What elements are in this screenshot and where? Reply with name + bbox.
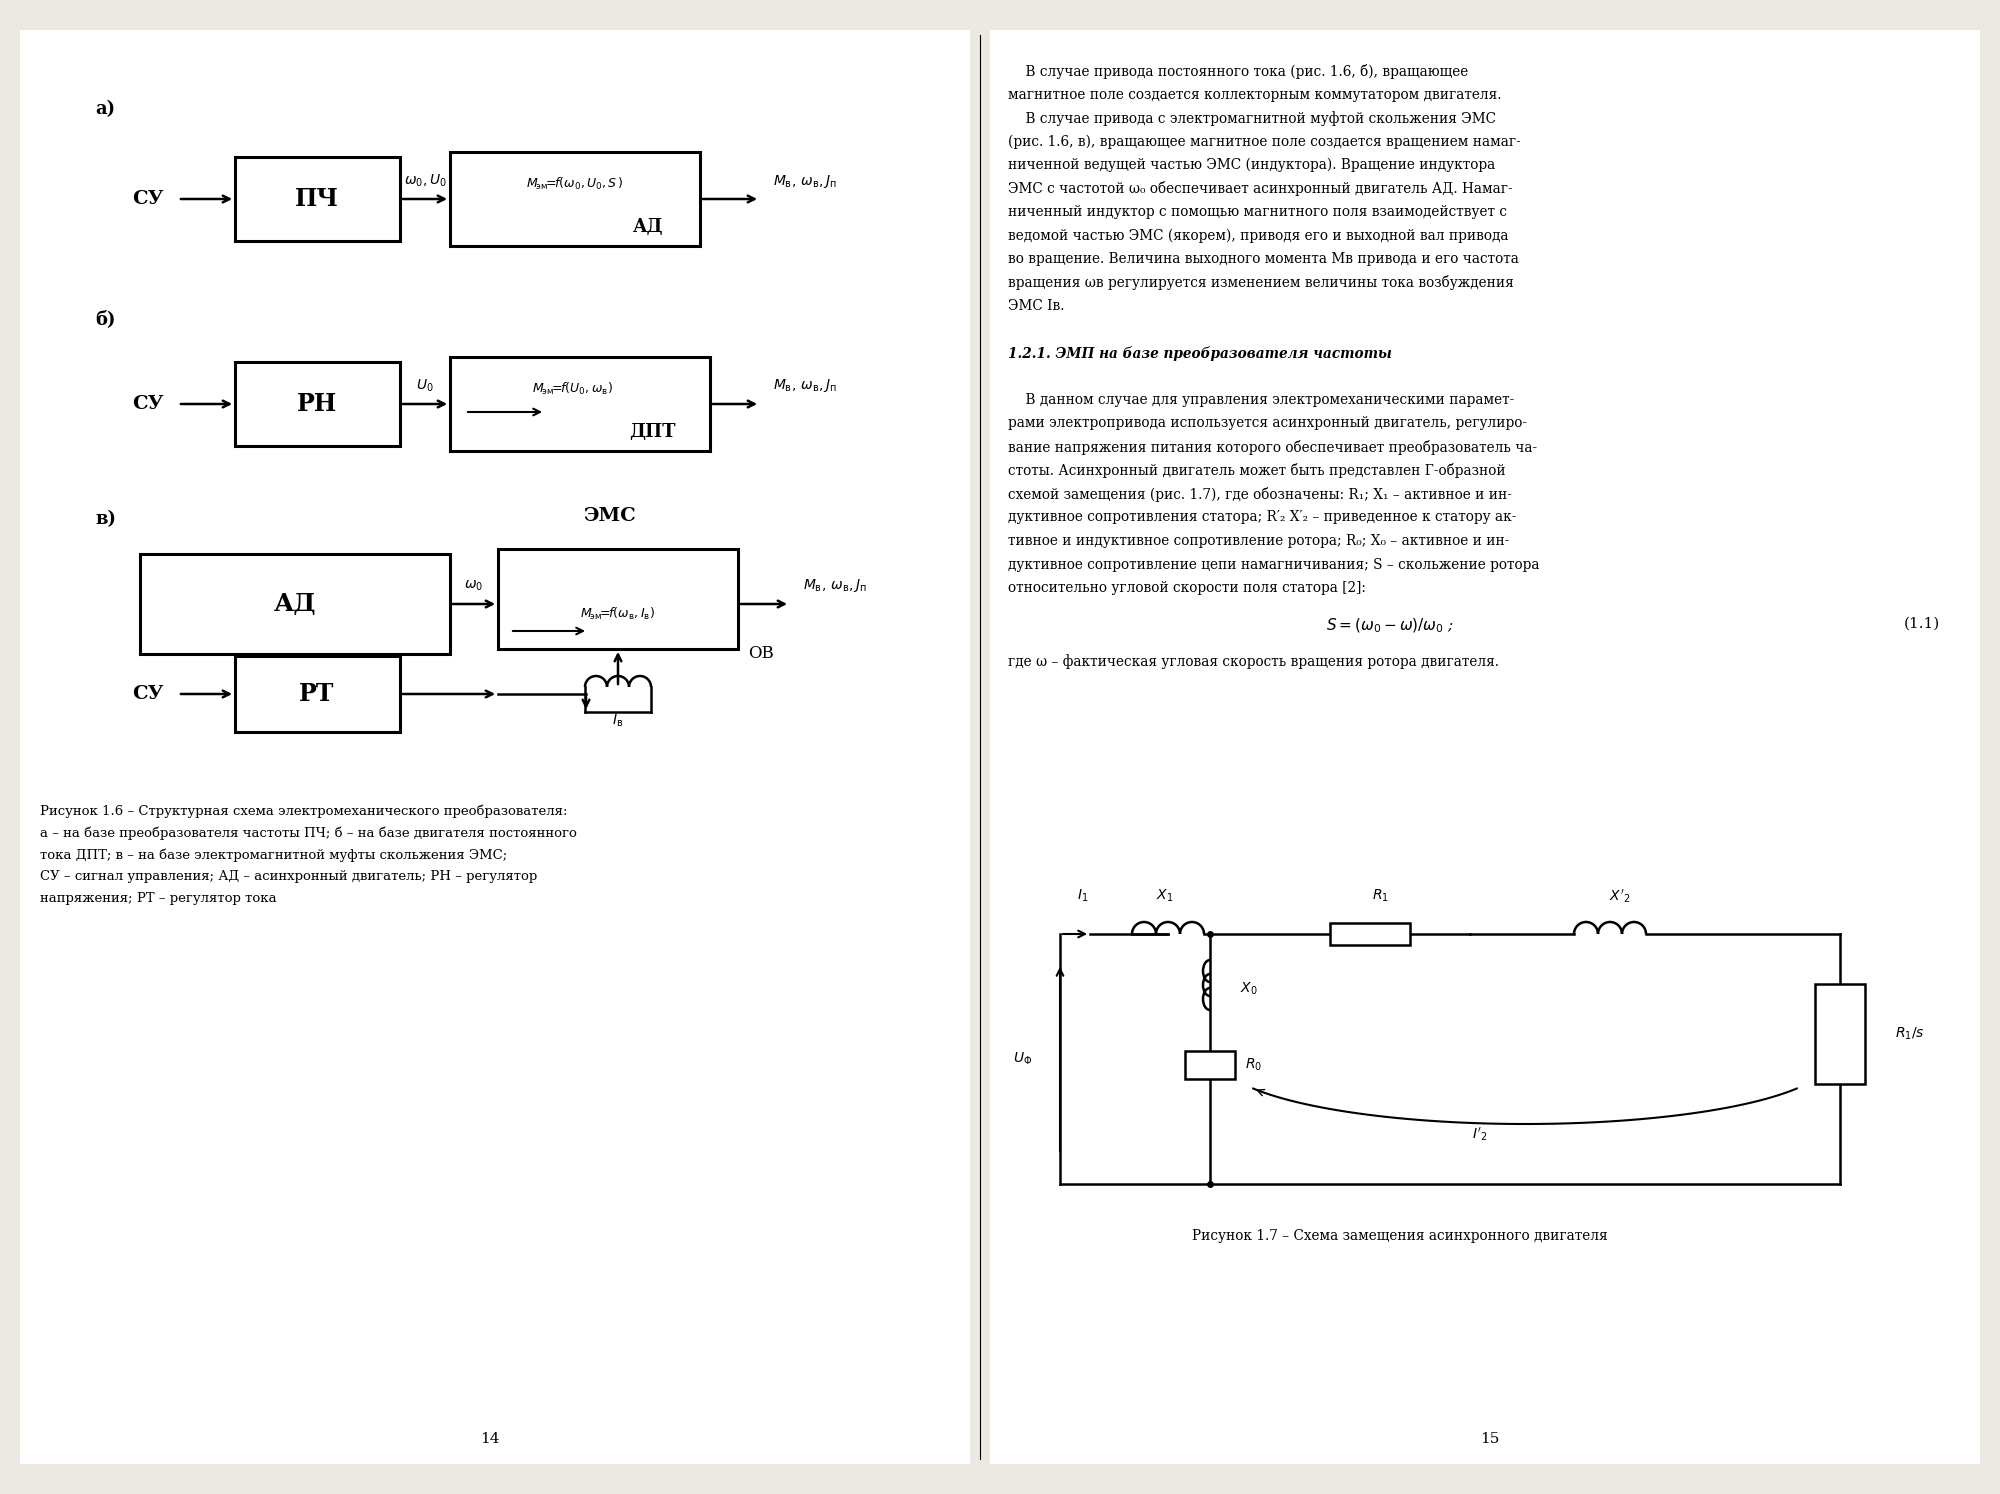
Text: Рисунок 1.6 – Структурная схема электромеханического преобразователя:: Рисунок 1.6 – Структурная схема электром… [40, 804, 568, 817]
Text: АД: АД [274, 592, 316, 616]
Text: $M_{\!\rm эм}\!\!=\!\!f(\omega_{\rm в},I_{\rm в})$: $M_{\!\rm эм}\!\!=\!\!f(\omega_{\rm в},I… [580, 607, 656, 622]
Text: в): в) [96, 509, 116, 527]
Text: ОВ: ОВ [748, 645, 774, 662]
Text: тивное и индуктивное сопротивление ротора; R₀; X₀ – активное и ин-: тивное и индуктивное сопротивление ротор… [1008, 533, 1510, 548]
Text: $M_{\!\rm эм}\!\!=\!\!f(U_0,\omega_{\rm в})$: $M_{\!\rm эм}\!\!=\!\!f(U_0,\omega_{\rm … [532, 381, 612, 397]
Text: (рис. 1.6, в), вращающее магнитное поле создается вращением намаг-: (рис. 1.6, в), вращающее магнитное поле … [1008, 134, 1520, 149]
Text: $R_1/s$: $R_1/s$ [1896, 1026, 1924, 1043]
Text: $M_{\!\rm эм}\!\!=\!\!f(\omega_0,U_0,S\,)$: $M_{\!\rm эм}\!\!=\!\!f(\omega_0,U_0,S\,… [526, 176, 624, 193]
Text: вание напряжения питания которого обеспечивает преобразователь ча-: вание напряжения питания которого обеспе… [1008, 441, 1538, 456]
Bar [450, 152, 700, 247]
Text: РТ: РТ [300, 681, 334, 707]
Text: $X_0$: $X_0$ [1240, 980, 1258, 996]
Text: напряжения; РТ – регулятор тока: напряжения; РТ – регулятор тока [40, 892, 276, 905]
Bar [1816, 985, 1864, 1085]
Text: Рисунок 1.7 – Схема замещения асинхронного двигателя: Рисунок 1.7 – Схема замещения асинхронно… [1192, 1230, 1608, 1243]
Bar [1184, 1050, 1236, 1079]
Text: ниченный индуктор с помощью магнитного поля взаимодействует с: ниченный индуктор с помощью магнитного п… [1008, 205, 1508, 220]
Text: ниченной ведущей частью ЭМС (индуктора). Вращение индуктора: ниченной ведущей частью ЭМС (индуктора).… [1008, 158, 1496, 172]
Text: РН: РН [296, 391, 338, 415]
Text: АД: АД [632, 218, 664, 236]
Text: $S = (\omega_0 - \omega)/\omega_0\;$;: $S = (\omega_0 - \omega)/\omega_0\;$; [1326, 617, 1454, 635]
Text: СУ: СУ [132, 190, 164, 208]
Text: б): б) [96, 309, 116, 329]
Text: $X_1$: $X_1$ [1156, 887, 1174, 904]
Bar [1330, 923, 1410, 946]
Text: СУ – сигнал управления; АД – асинхронный двигатель; РН – регулятор: СУ – сигнал управления; АД – асинхронный… [40, 870, 538, 883]
Text: ДПТ: ДПТ [628, 423, 676, 441]
Text: ЭМС: ЭМС [584, 506, 636, 524]
Text: $I'_2$: $I'_2$ [1472, 1125, 1488, 1143]
Text: СУ: СУ [132, 686, 164, 704]
Text: ЭМС Iв.: ЭМС Iв. [1008, 299, 1064, 314]
Text: ЭМС с частотой ω₀ обеспечивает асинхронный двигатель АД. Намаг-: ЭМС с частотой ω₀ обеспечивает асинхронн… [1008, 181, 1512, 197]
Text: относительно угловой скорости поля статора [2]:: относительно угловой скорости поля стато… [1008, 581, 1366, 595]
Text: вращения ωв регулируется изменением величины тока возбуждения: вращения ωв регулируется изменением вели… [1008, 275, 1514, 290]
Bar [498, 548, 738, 648]
Text: ведомой частью ЭМС (якорем), приводя его и выходной вал привода: ведомой частью ЭМС (якорем), приводя его… [1008, 229, 1508, 244]
Bar [236, 656, 400, 732]
Text: $I_1$: $I_1$ [1078, 887, 1088, 904]
Text: 1.2.1. ЭМП на базе преобразователя частоты: 1.2.1. ЭМП на базе преобразователя часто… [1008, 347, 1392, 362]
Text: В данном случае для управления электромеханическими парамет-: В данном случае для управления электроме… [1008, 393, 1514, 406]
Text: $R_1$: $R_1$ [1372, 887, 1388, 904]
Text: рами электропривода используется асинхронный двигатель, регулиро-: рами электропривода используется асинхро… [1008, 417, 1528, 430]
Bar [236, 157, 400, 241]
Bar [20, 30, 970, 1464]
Text: во вращение. Величина выходного момента Mв привода и его частота: во вращение. Величина выходного момента … [1008, 252, 1518, 266]
Bar [990, 30, 1980, 1464]
Text: дуктивное сопротивление цепи намагничивания; S – скольжение ротора: дуктивное сопротивление цепи намагничива… [1008, 557, 1540, 572]
Bar [236, 362, 400, 447]
Text: дуктивное сопротивления статора; R′₂ X′₂ – приведенное к статору ак-: дуктивное сопротивления статора; R′₂ X′₂… [1008, 511, 1516, 524]
Text: В случае привода постоянного тока (рис. 1.6, б), вращающее: В случае привода постоянного тока (рис. … [1008, 64, 1468, 79]
Bar [450, 357, 710, 451]
Bar [140, 554, 450, 654]
Text: тока ДПТ; в – на базе электромагнитной муфты скольжения ЭМС;: тока ДПТ; в – на базе электромагнитной м… [40, 849, 508, 862]
Text: $X'_2$: $X'_2$ [1610, 887, 1630, 905]
Text: $U_0$: $U_0$ [416, 378, 434, 394]
Text: $M_{\rm в},\,\omega_{\rm в},J_{\rm п}$: $M_{\rm в},\,\omega_{\rm в},J_{\rm п}$ [772, 172, 836, 190]
Text: схемой замещения (рис. 1.7), где обозначены: R₁; X₁ – активное и ин-: схемой замещения (рис. 1.7), где обознач… [1008, 487, 1512, 502]
Text: СУ: СУ [132, 394, 164, 412]
Text: ПЧ: ПЧ [296, 187, 340, 211]
Text: $M_{\rm в},\,\omega_{\rm в},J_{\rm п}$: $M_{\rm в},\,\omega_{\rm в},J_{\rm п}$ [804, 578, 866, 595]
Text: $U_\Phi$: $U_\Phi$ [1012, 1050, 1032, 1067]
Text: $R_0$: $R_0$ [1244, 1056, 1262, 1073]
Text: $\omega_0,U_0$: $\omega_0,U_0$ [404, 173, 446, 190]
Text: (1.1): (1.1) [1904, 617, 1940, 630]
Text: $M_{\rm в},\,\omega_{\rm в},J_{\rm п}$: $M_{\rm в},\,\omega_{\rm в},J_{\rm п}$ [772, 378, 836, 394]
Text: а – на базе преобразователя частоты ПЧ; б – на базе двигателя постоянного: а – на базе преобразователя частоты ПЧ; … [40, 826, 576, 840]
Text: стоты. Асинхронный двигатель может быть представлен Г-образной: стоты. Асинхронный двигатель может быть … [1008, 463, 1506, 478]
Text: где ω – фактическая угловая скорость вращения ротора двигателя.: где ω – фактическая угловая скорость вра… [1008, 654, 1500, 669]
Text: $I_{\rm в}$: $I_{\rm в}$ [612, 713, 624, 729]
Text: а): а) [96, 100, 116, 118]
Text: 14: 14 [480, 1433, 500, 1446]
Text: $\omega_0$: $\omega_0$ [464, 578, 484, 593]
Text: магнитное поле создается коллекторным коммутатором двигателя.: магнитное поле создается коллекторным ко… [1008, 88, 1502, 102]
Text: 15: 15 [1480, 1433, 1500, 1446]
Text: В случае привода с электромагнитной муфтой скольжения ЭМС: В случае привода с электромагнитной муфт… [1008, 111, 1496, 125]
